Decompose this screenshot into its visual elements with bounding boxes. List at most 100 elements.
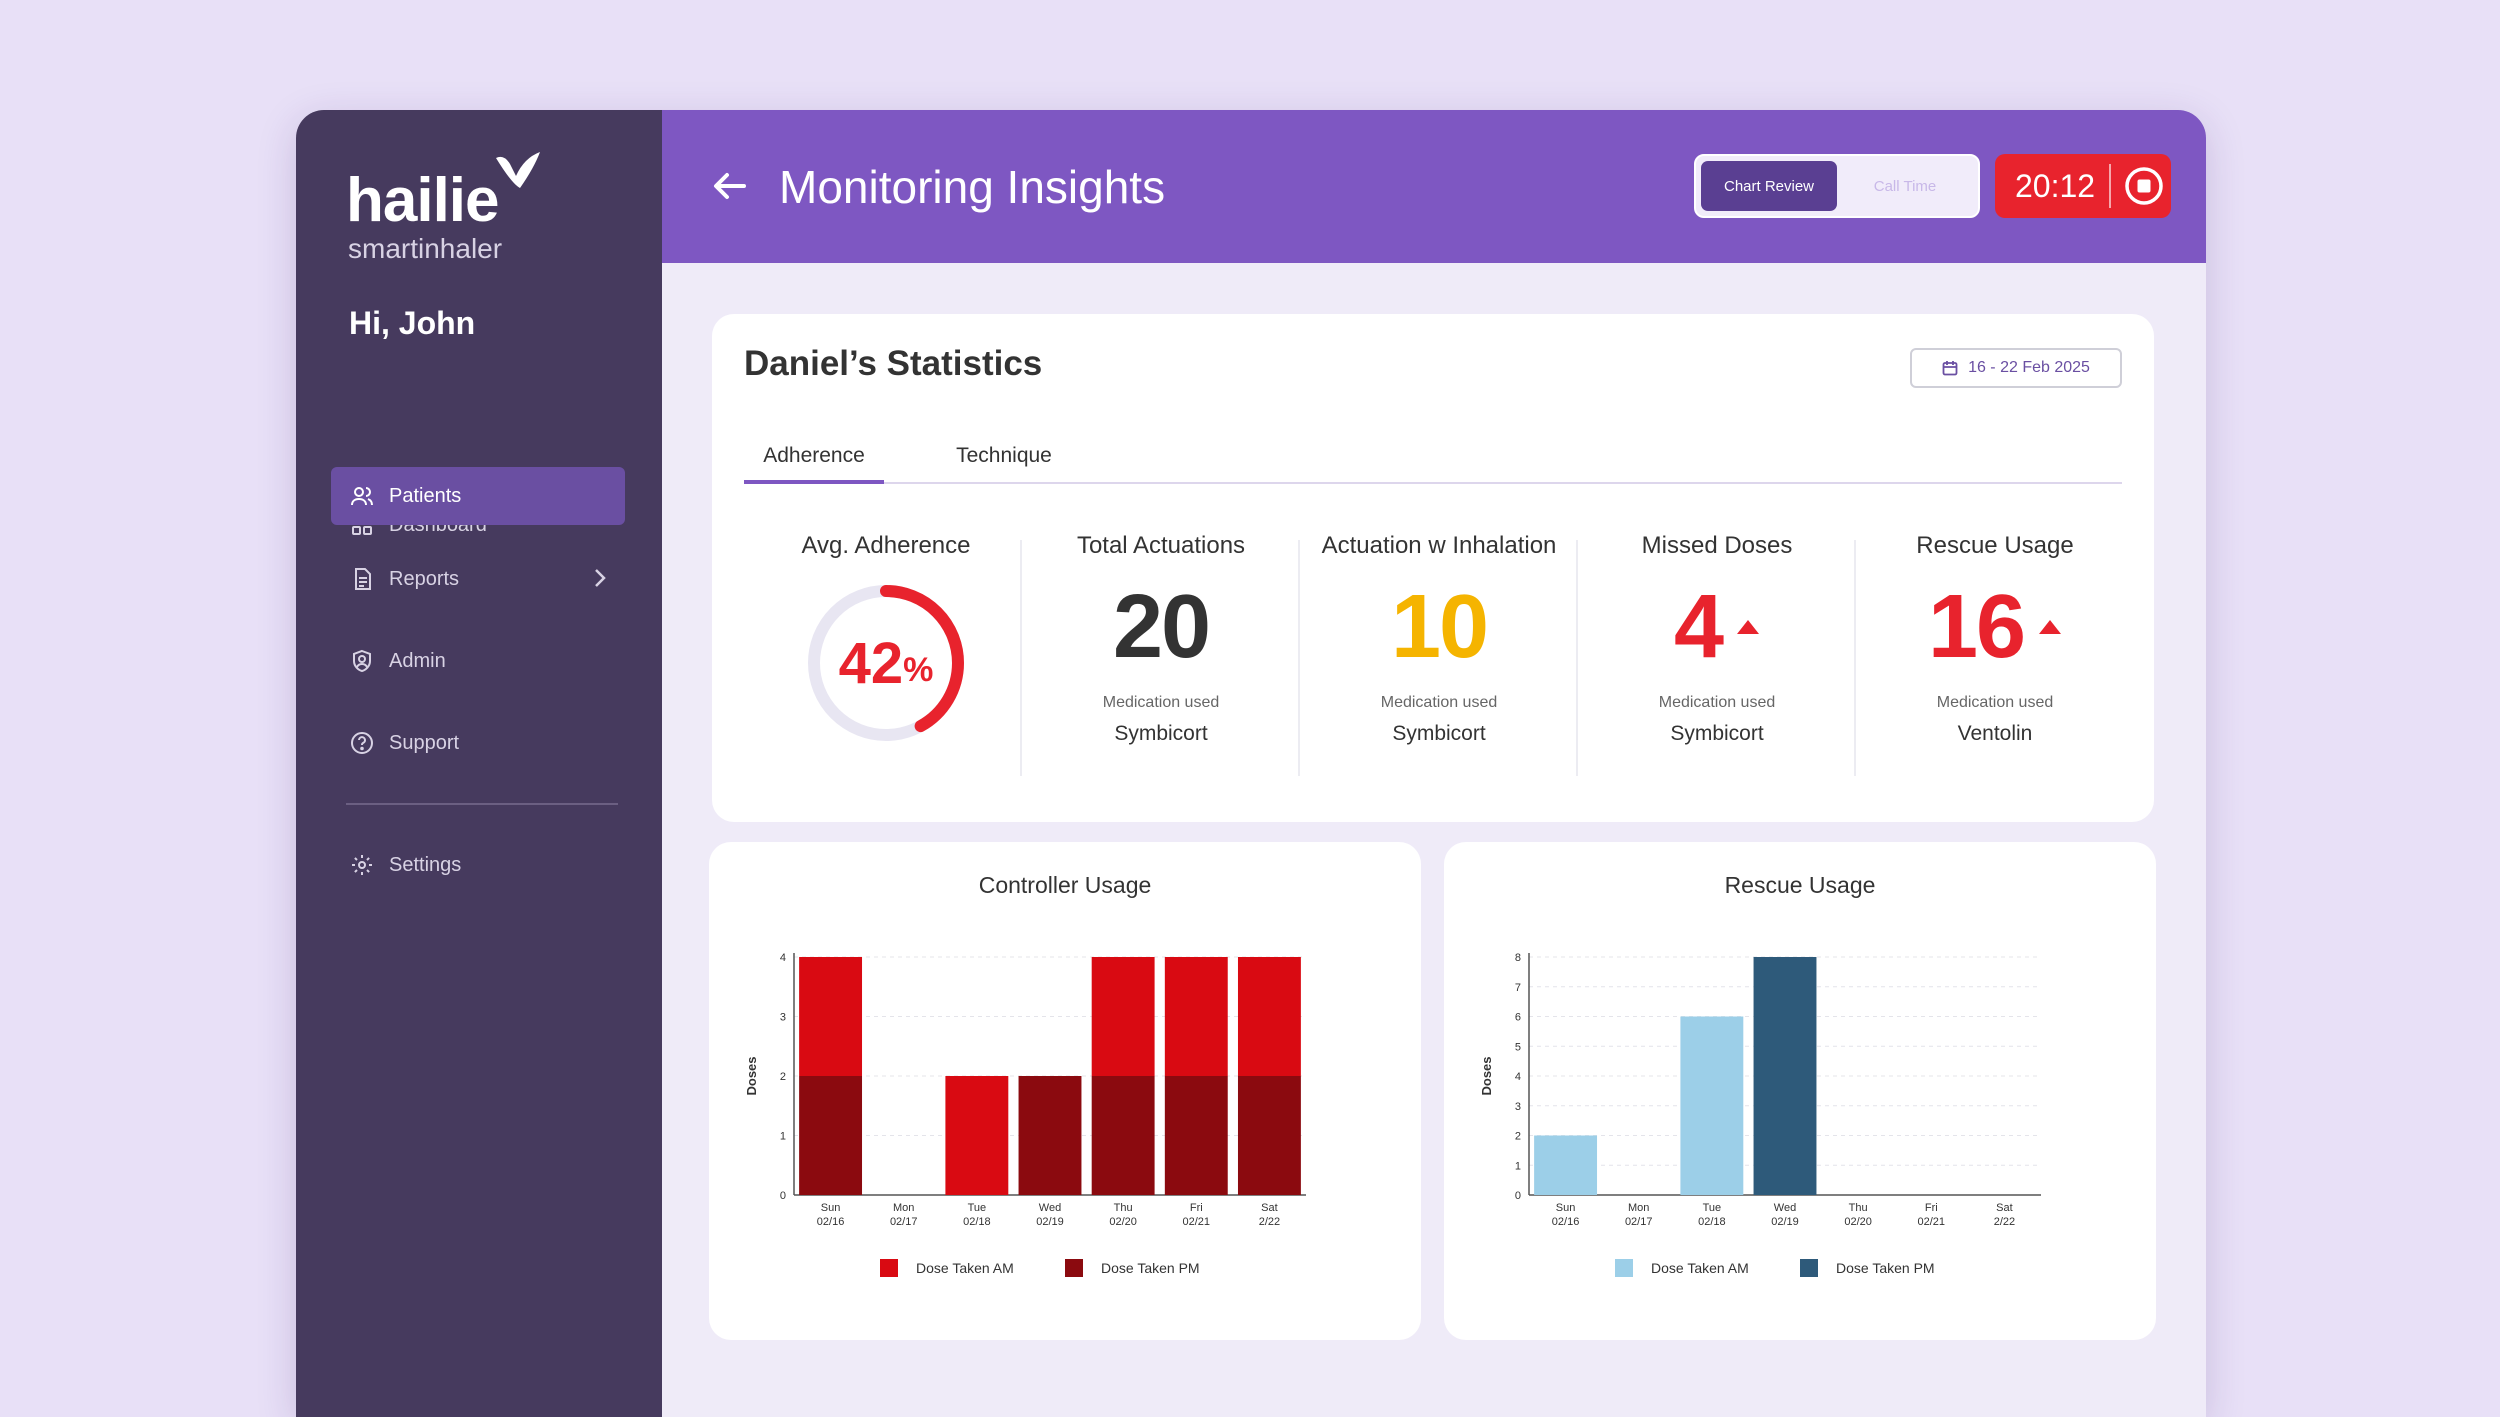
y-tick-label: 4 xyxy=(1515,1071,1521,1083)
stat-divider xyxy=(1020,540,1022,776)
stat-label: Avg. Adherence xyxy=(801,532,971,559)
rescue-usage-card: Rescue Usage 0 1 2 3 4 5 6 7 8 Doses Sun 02/16 Mon 02… xyxy=(1444,842,2156,1340)
sidebar-item-patients-active[interactable]: Patients xyxy=(331,467,625,525)
y-axis-label: Doses xyxy=(744,1056,759,1095)
sidebar-item-label: Settings xyxy=(389,853,462,876)
x-tick-label: 02/19 xyxy=(1771,1216,1799,1228)
x-tick-label: Tue xyxy=(968,1202,987,1214)
x-tick-label: 02/19 xyxy=(1036,1216,1064,1228)
bar xyxy=(1018,1076,1082,1195)
chart-review-button[interactable]: Chart Review xyxy=(1701,161,1837,211)
tab-technique[interactable]: Technique xyxy=(956,444,1052,467)
stat-value: 20 xyxy=(1022,582,1300,672)
back-arrow-icon[interactable] xyxy=(712,170,748,202)
stat-label: Rescue Usage xyxy=(1916,532,2074,559)
legend-label: Dose Taken AM xyxy=(1651,1260,1749,1276)
legend-swatch xyxy=(1615,1259,1633,1277)
chart-title: Controller Usage xyxy=(978,872,1152,898)
legend-label: Dose Taken AM xyxy=(916,1260,1014,1276)
x-tick-label: 02/20 xyxy=(1109,1216,1137,1228)
x-tick-label: 2/22 xyxy=(1994,1216,2015,1228)
stop-icon[interactable] xyxy=(2123,165,2165,207)
sidebar-item-label: Admin xyxy=(389,649,446,672)
gauge-arc xyxy=(808,585,964,741)
sidebar-item-reports[interactable]: Reports xyxy=(331,550,625,608)
x-tick-label: Sun xyxy=(1556,1202,1576,1214)
call-timer: 20:12 xyxy=(1995,154,2171,218)
x-tick-label: Mon xyxy=(1628,1202,1649,1214)
total-actuations-stat: Total Actuations 20 Medication used Symb… xyxy=(1022,532,1300,792)
statistics-title: Daniel’s Statistics xyxy=(744,344,1043,383)
stat-divider xyxy=(1576,540,1578,776)
stat-label: Actuation w Inhalation xyxy=(1321,532,1557,559)
actuation-inhalation-stat: Actuation w Inhalation 10 Medication use… xyxy=(1300,532,1578,792)
date-range-picker[interactable]: 16 - 22 Feb 2025 xyxy=(1910,348,2122,388)
users-icon xyxy=(349,483,375,509)
y-tick-label: 1 xyxy=(780,1131,786,1143)
calendar-icon xyxy=(1942,361,1958,376)
chevron-right-icon[interactable] xyxy=(593,567,607,589)
trend-up-icon xyxy=(1737,620,1760,634)
bar xyxy=(1680,1016,1744,1195)
page-title: Monitoring Insights xyxy=(779,161,1166,213)
legend-swatch xyxy=(1065,1259,1083,1277)
stat-medication: Ventolin xyxy=(1957,722,2033,745)
x-tick-label: Sat xyxy=(1261,1202,1278,1214)
stat-value: 4 xyxy=(1578,582,1856,672)
bar xyxy=(799,1076,863,1195)
sidebar-item-label: Patients xyxy=(389,484,462,507)
sidebar-item-admin[interactable]: Admin xyxy=(331,632,625,690)
sidebar-item-label: Reports xyxy=(389,567,460,590)
x-tick-label: Thu xyxy=(1849,1202,1868,1214)
y-tick-label: 2 xyxy=(1515,1131,1521,1143)
trend-up-icon xyxy=(2039,620,2062,634)
x-tick-label: Wed xyxy=(1039,1202,1061,1214)
rescue-usage-stat: Rescue Usage 16 Medication used Ventolin xyxy=(1856,532,2134,792)
brand-tagline: smartinhaler xyxy=(348,233,503,264)
stat-sublabel: Medication used xyxy=(1658,694,1776,711)
stats-tabs: Adherence Technique xyxy=(744,444,2122,484)
adherence-unit: % xyxy=(903,650,934,689)
x-tick-label: 02/17 xyxy=(890,1216,918,1228)
y-tick-label: 8 xyxy=(1515,952,1521,964)
controller-usage-card: Controller Usage 0 1 2 3 4 Doses Sun 02/16 Mon 02… xyxy=(709,842,1421,1340)
adherence-value: 42 xyxy=(838,630,904,696)
x-tick-label: Fri xyxy=(1925,1202,1938,1214)
call-time-button[interactable]: Call Time xyxy=(1873,177,1937,195)
y-tick-label: 0 xyxy=(780,1190,786,1202)
bar xyxy=(1237,957,1301,1076)
heart-check-icon xyxy=(496,152,540,188)
sidebar-divider xyxy=(346,803,618,805)
stat-sublabel: Medication used xyxy=(1380,694,1498,711)
legend-swatch xyxy=(1800,1259,1818,1277)
gear-icon xyxy=(349,852,375,878)
y-tick-label: 6 xyxy=(1515,1012,1521,1024)
brand-logo[interactable]: hailie smartinhaler xyxy=(346,150,576,264)
gauge-value: 42% xyxy=(801,578,971,748)
legend-label: Dose Taken PM xyxy=(1836,1260,1935,1276)
mode-toggle: Chart Review Call Time xyxy=(1694,154,1980,218)
legend-swatch xyxy=(880,1259,898,1277)
sidebar-item-support[interactable]: Support xyxy=(331,714,625,772)
stat-medication: Symbicort xyxy=(1114,722,1208,745)
stat-sublabel: Medication used xyxy=(1936,694,2054,711)
x-tick-label: 02/16 xyxy=(1552,1216,1580,1228)
app-window: hailie smartinhaler Hi, John Dashboard P… xyxy=(296,110,2206,1417)
avg-adherence-stat: Avg. Adherence 42% xyxy=(747,532,1025,792)
x-tick-label: 02/18 xyxy=(963,1216,991,1228)
sidebar-item-settings[interactable]: Settings xyxy=(331,836,625,894)
stat-label: Total Actuations xyxy=(1076,532,1246,559)
bar xyxy=(799,957,863,1076)
page-header: Monitoring Insights Chart Review Call Ti… xyxy=(662,110,2206,263)
bar xyxy=(1237,1076,1301,1195)
y-tick-label: 1 xyxy=(1515,1160,1521,1172)
x-tick-label: 02/18 xyxy=(1698,1216,1726,1228)
tab-adherence[interactable]: Adherence xyxy=(744,444,884,484)
bar xyxy=(1164,957,1228,1076)
bar xyxy=(1091,1076,1155,1195)
stat-value: 10 xyxy=(1300,582,1578,672)
x-tick-label: 02/16 xyxy=(817,1216,845,1228)
date-range-label: 16 - 22 Feb 2025 xyxy=(1968,359,2090,376)
shield-user-icon xyxy=(349,648,375,674)
brand-name: hailie xyxy=(346,166,500,235)
